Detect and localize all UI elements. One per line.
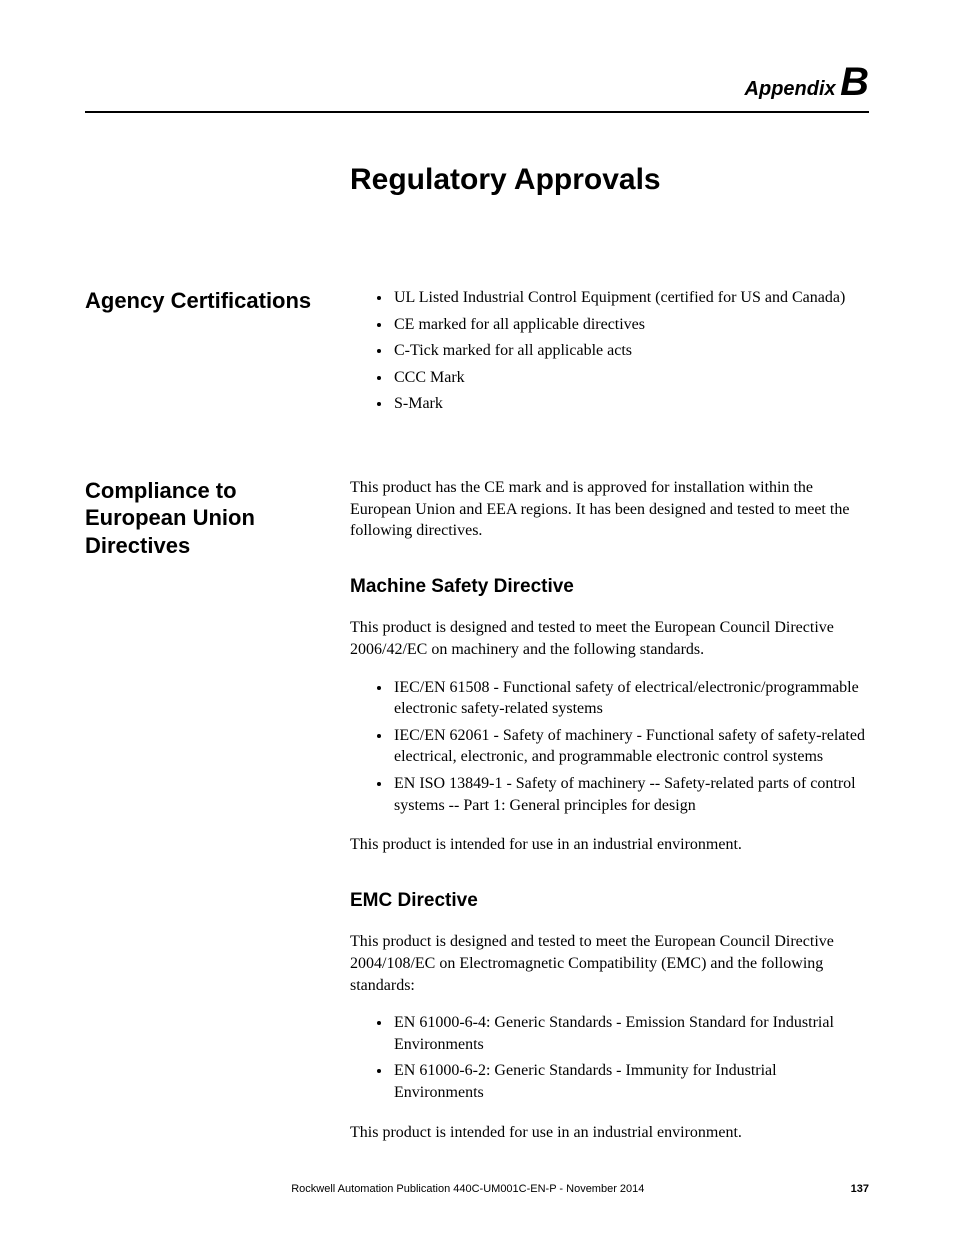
agency-bullet-list: UL Listed Industrial Control Equipment (… <box>350 287 869 415</box>
emc-bullet-list: EN 61000-6-4: Generic Standards - Emissi… <box>350 1012 869 1103</box>
section-agency-certifications: Agency Certifications UL Listed Industri… <box>85 287 869 433</box>
list-item: C-Tick marked for all applicable acts <box>392 340 869 362</box>
list-item: UL Listed Industrial Control Equipment (… <box>392 287 869 309</box>
machine-para1: This product is designed and tested to m… <box>350 617 869 660</box>
page-footer: Rockwell Automation Publication 440C-UM0… <box>85 1183 869 1195</box>
machine-bullet-list: IEC/EN 61508 - Functional safety of elec… <box>350 677 869 817</box>
section-heading-agency: Agency Certifications <box>85 287 350 433</box>
compliance-intro: This product has the CE mark and is appr… <box>350 477 869 542</box>
emc-para1: This product is designed and tested to m… <box>350 931 869 996</box>
list-item: IEC/EN 61508 - Functional safety of elec… <box>392 677 869 720</box>
list-item: EN 61000-6-4: Generic Standards - Emissi… <box>392 1012 869 1055</box>
section-body-compliance: This product has the CE mark and is appr… <box>350 477 869 1159</box>
subheading-emc: EMC Directive <box>350 888 869 914</box>
appendix-letter: B <box>840 60 869 104</box>
emc-para2: This product is intended for use in an i… <box>350 1122 869 1144</box>
appendix-header: Appendix B <box>85 60 869 105</box>
footer-page-number: 137 <box>851 1183 869 1195</box>
chapter-title: Regulatory Approvals <box>350 163 869 197</box>
header-rule <box>85 111 869 113</box>
section-compliance-eu: Compliance to European Union Directives … <box>85 477 869 1159</box>
list-item: CCC Mark <box>392 367 869 389</box>
machine-para2: This product is intended for use in an i… <box>350 834 869 856</box>
list-item: IEC/EN 62061 - Safety of machinery - Fun… <box>392 725 869 768</box>
footer-publication: Rockwell Automation Publication 440C-UM0… <box>85 1183 851 1195</box>
list-item: EN ISO 13849-1 - Safety of machinery -- … <box>392 773 869 816</box>
section-body-agency: UL Listed Industrial Control Equipment (… <box>350 287 869 433</box>
list-item: EN 61000-6-2: Generic Standards - Immuni… <box>392 1060 869 1103</box>
list-item: CE marked for all applicable directives <box>392 314 869 336</box>
appendix-word: Appendix <box>745 78 836 100</box>
subheading-machine-safety: Machine Safety Directive <box>350 574 869 600</box>
section-heading-compliance: Compliance to European Union Directives <box>85 477 350 1159</box>
list-item: S-Mark <box>392 393 869 415</box>
